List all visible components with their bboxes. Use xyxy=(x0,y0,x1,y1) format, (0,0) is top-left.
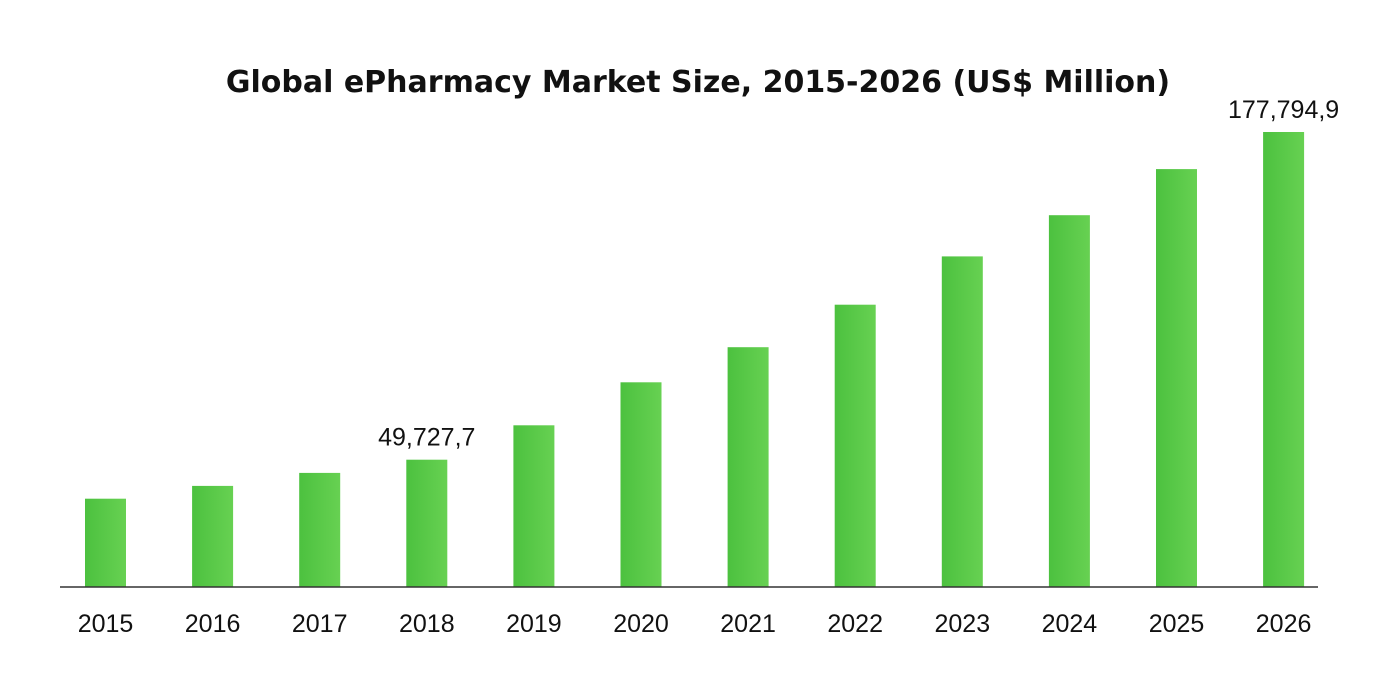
x-tick-label: 2024 xyxy=(1042,610,1098,638)
x-axis-ticks: 2015 2016 2017 2018 2019 2020 2021 2022 2023 2024… xyxy=(78,610,1312,638)
x-tick-label: 2025 xyxy=(1149,610,1205,638)
x-tick-label: 2021 xyxy=(720,610,776,638)
bar-2017 xyxy=(299,472,341,587)
x-tick-label: 2015 xyxy=(78,610,134,638)
x-tick-label: 2020 xyxy=(613,610,669,638)
x-tick-label: 2026 xyxy=(1256,610,1312,638)
bar-2015 xyxy=(85,498,126,587)
x-tick-label: 2016 xyxy=(185,610,241,638)
bar-2024 xyxy=(1048,215,1090,587)
x-tick-label: 2018 xyxy=(399,610,455,638)
chart-title: Global ePharmacy Market Size, 2015-2026 … xyxy=(226,65,1170,100)
bar-2019 xyxy=(513,425,555,587)
bar-2016 xyxy=(192,485,234,587)
bar-2023 xyxy=(941,256,983,587)
data-label-2026: 177,794,9 xyxy=(1228,96,1339,124)
x-tick-label: 2022 xyxy=(827,610,883,638)
x-tick-label: 2017 xyxy=(292,610,348,638)
bar-2018 xyxy=(406,459,448,587)
bar-2026 xyxy=(1263,132,1305,587)
x-tick-label: 2023 xyxy=(934,610,990,638)
bar-2021 xyxy=(727,347,769,587)
bars-group xyxy=(85,132,1305,587)
data-labels-group: 49,727,7 177,794,9 xyxy=(378,96,1339,452)
x-tick-label: 2019 xyxy=(506,610,562,638)
bar-2020 xyxy=(620,382,662,587)
bar-2025 xyxy=(1156,169,1197,587)
bar-2022 xyxy=(834,304,876,587)
data-label-2018: 49,727,7 xyxy=(378,424,475,452)
